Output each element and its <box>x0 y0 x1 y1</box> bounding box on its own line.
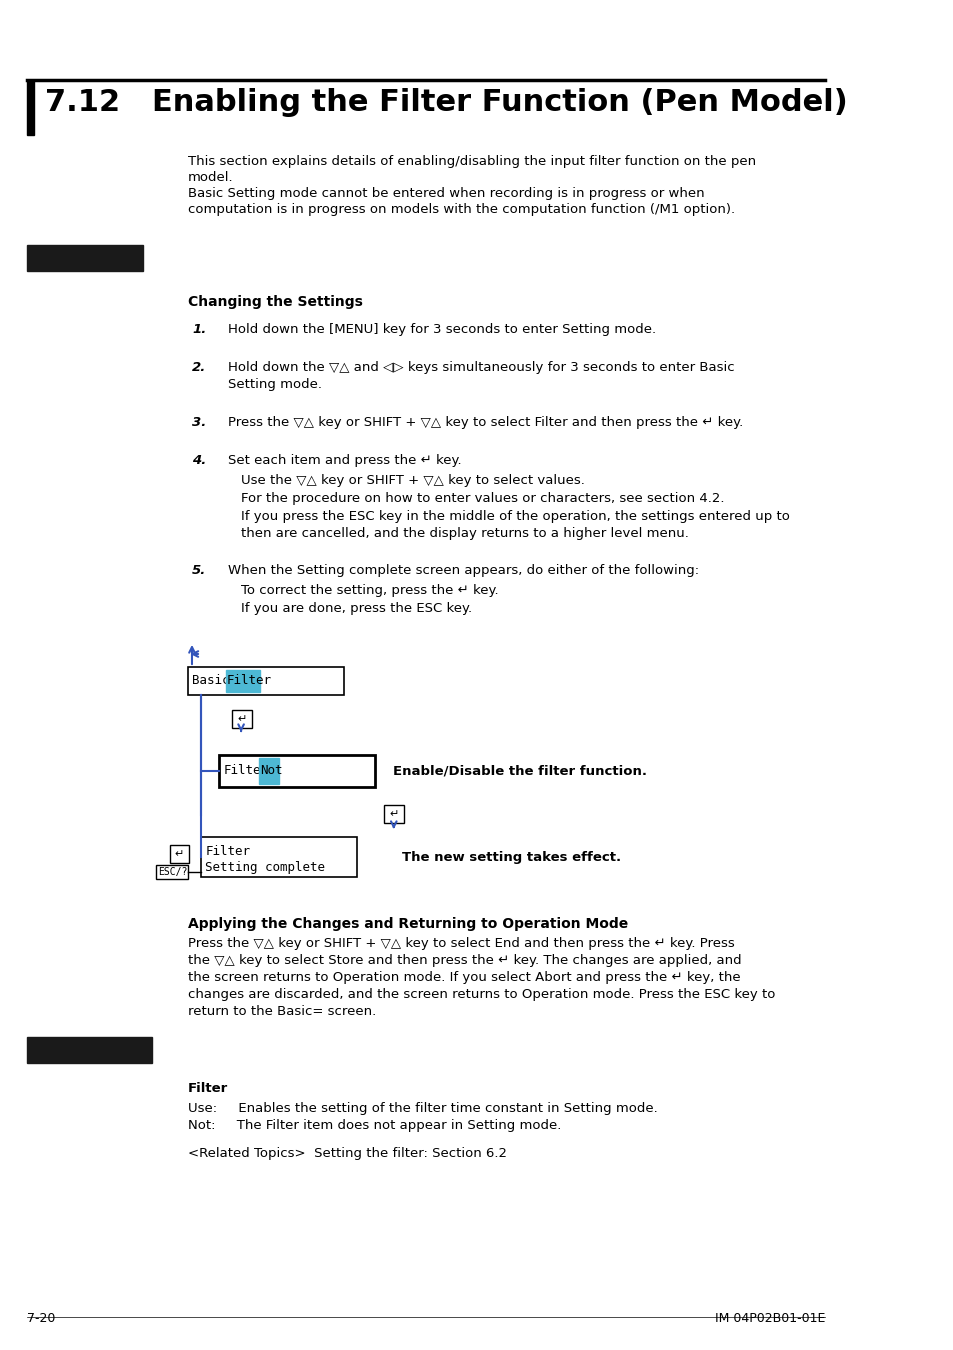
Text: ↵: ↵ <box>174 849 184 859</box>
Bar <box>27 1037 152 1062</box>
Text: Press the ▽△ key or SHIFT + ▽△ key to select Filter and then press the ↵ key.: Press the ▽△ key or SHIFT + ▽△ key to se… <box>228 416 742 429</box>
Text: model.: model. <box>188 171 233 184</box>
Text: Setting mode.: Setting mode. <box>228 378 321 392</box>
Bar <box>27 244 143 271</box>
Text: Use the ▽△ key or SHIFT + ▽△ key to select values.: Use the ▽△ key or SHIFT + ▽△ key to sele… <box>241 474 584 487</box>
Text: Filter: Filter <box>188 1081 228 1095</box>
Text: the ▽△ key to select Store and then press the ↵ key. The changes are applied, an: the ▽△ key to select Store and then pres… <box>188 954 740 967</box>
Text: Applying the Changes and Returning to Operation Mode: Applying the Changes and Returning to Op… <box>188 917 627 932</box>
Text: If you are done, press the ESC key.: If you are done, press the ESC key. <box>241 602 472 616</box>
Text: Set each item and press the ↵ key.: Set each item and press the ↵ key. <box>228 454 461 467</box>
Text: the screen returns to Operation mode. If you select Abort and press the ↵ key, t: the screen returns to Operation mode. If… <box>188 971 740 984</box>
Text: Not: Not <box>259 764 282 778</box>
Text: If you press the ESC key in the middle of the operation, the settings entered up: If you press the ESC key in the middle o… <box>241 510 789 522</box>
Bar <box>201 837 356 878</box>
Bar <box>188 667 343 695</box>
Text: To correct the setting, press the ↵ key.: To correct the setting, press the ↵ key. <box>241 585 498 597</box>
Text: Basic=: Basic= <box>192 675 236 687</box>
Text: Use:     Enables the setting of the filter time constant in Setting mode.: Use: Enables the setting of the filter t… <box>188 1102 657 1115</box>
Text: Filter=: Filter= <box>223 764 275 778</box>
Text: 5.: 5. <box>192 564 206 576</box>
Text: For the procedure on how to enter values or characters, see section 4.2.: For the procedure on how to enter values… <box>241 491 724 505</box>
Bar <box>170 845 189 863</box>
Bar <box>156 865 188 879</box>
Text: Procedure: Procedure <box>41 251 129 266</box>
Text: 3.: 3. <box>192 416 206 429</box>
Text: 7.12   Enabling the Filter Function (Pen Model): 7.12 Enabling the Filter Function (Pen M… <box>45 88 846 117</box>
Text: Enable/Disable the filter function.: Enable/Disable the filter function. <box>393 764 646 778</box>
Text: When the Setting complete screen appears, do either of the following:: When the Setting complete screen appears… <box>228 564 699 576</box>
Text: Press the ▽△ key or SHIFT + ▽△ key to select End and then press the ↵ key. Press: Press the ▽△ key or SHIFT + ▽△ key to se… <box>188 937 734 950</box>
Bar <box>258 757 278 784</box>
Text: ↵: ↵ <box>237 714 247 724</box>
Text: Changing the Settings: Changing the Settings <box>188 296 362 309</box>
Bar <box>383 805 403 823</box>
Text: ↵: ↵ <box>389 809 398 819</box>
Bar <box>27 80 34 135</box>
Text: Hold down the ▽△ and ◁▷ keys simultaneously for 3 seconds to enter Basic: Hold down the ▽△ and ◁▷ keys simultaneou… <box>228 360 734 374</box>
Text: <Related Topics>  Setting the filter: Section 6.2: <Related Topics> Setting the filter: Sec… <box>188 1148 506 1160</box>
Text: computation is in progress on models with the computation function (/M1 option).: computation is in progress on models wit… <box>188 202 734 216</box>
Text: 4.: 4. <box>192 454 206 467</box>
Bar <box>218 755 375 787</box>
Text: Explanation: Explanation <box>38 1042 140 1057</box>
Text: 7-20: 7-20 <box>27 1312 55 1324</box>
Bar <box>232 710 252 728</box>
Text: changes are discarded, and the screen returns to Operation mode. Press the ESC k: changes are discarded, and the screen re… <box>188 988 774 1000</box>
Text: then are cancelled, and the display returns to a higher level menu.: then are cancelled, and the display retu… <box>241 526 688 540</box>
Text: ESC/?: ESC/? <box>157 867 187 878</box>
Text: 1.: 1. <box>192 323 206 336</box>
Text: This section explains details of enabling/disabling the input filter function on: This section explains details of enablin… <box>188 155 755 167</box>
Text: Setting complete: Setting complete <box>205 861 325 873</box>
Text: Hold down the [MENU] key for 3 seconds to enter Setting mode.: Hold down the [MENU] key for 3 seconds t… <box>228 323 655 336</box>
Text: Filter: Filter <box>227 675 272 687</box>
Text: 2.: 2. <box>192 360 206 374</box>
Text: Basic Setting mode cannot be entered when recording is in progress or when: Basic Setting mode cannot be entered whe… <box>188 188 703 200</box>
Text: IM 04P02B01-01E: IM 04P02B01-01E <box>714 1312 824 1324</box>
Bar <box>226 670 259 693</box>
Text: Filter: Filter <box>205 845 250 859</box>
Text: Not:     The Filter item does not appear in Setting mode.: Not: The Filter item does not appear in … <box>188 1119 560 1133</box>
Text: The new setting takes effect.: The new setting takes effect. <box>401 850 620 864</box>
Text: return to the Basic= screen.: return to the Basic= screen. <box>188 1004 375 1018</box>
